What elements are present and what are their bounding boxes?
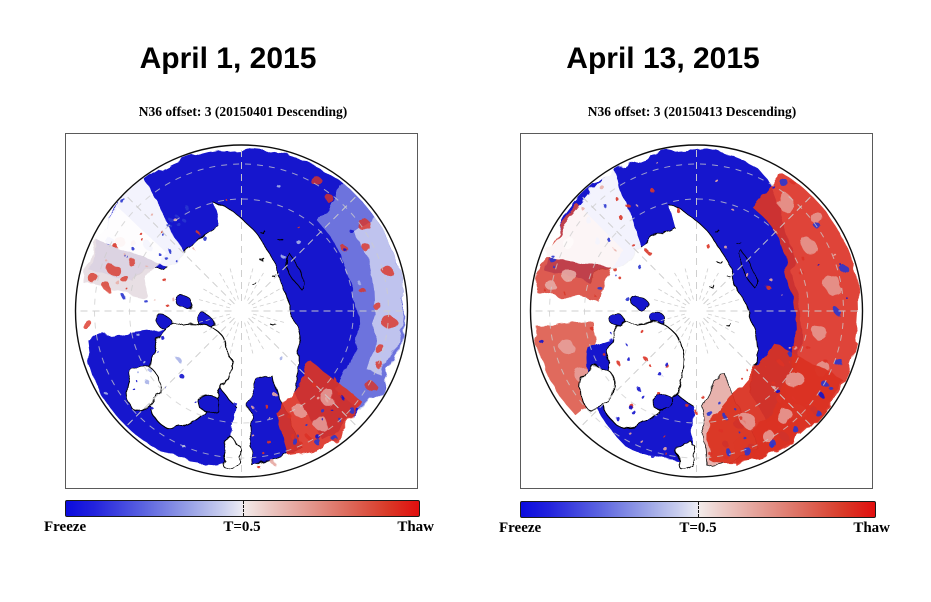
map-boundary-circle	[74, 144, 409, 478]
panel-title-april-13: April 13, 2015	[566, 42, 760, 75]
map-frame-april-13	[520, 133, 873, 489]
colorbar-midpoint-tick	[242, 501, 244, 516]
arctic-freeze-thaw-map-april-1	[74, 144, 409, 478]
colorbar-label-thaw: Thaw	[397, 519, 434, 535]
colorbar-label-threshold: T=0.5	[679, 520, 717, 536]
freeze-thaw-colorbar-april-13	[520, 501, 876, 518]
colorbar-label-freeze: Freeze	[44, 519, 87, 535]
graticule-layer	[77, 147, 406, 475]
graticule-layer	[532, 147, 861, 475]
colorbar-label-thaw: Thaw	[853, 520, 890, 536]
colorbar-midpoint-tick	[698, 502, 699, 517]
map-caption-april-1: N36 offset: 3 (20150401 Descending)	[138, 104, 348, 119]
freeze-thaw-data-layer	[82, 148, 405, 470]
map-clip-area	[77, 147, 406, 475]
map-frame-april-1	[65, 133, 418, 489]
colorbar-label-threshold: T=0.5	[223, 519, 261, 535]
map-clip-area	[532, 147, 861, 475]
colorbar-label-freeze: Freeze	[499, 520, 542, 536]
arctic-freeze-thaw-map-april-13	[529, 144, 864, 478]
freeze-thaw-colorbar-april-1	[65, 500, 420, 517]
map-caption-april-13: N36 offset: 3 (20150413 Descending)	[587, 104, 797, 119]
freeze-thaw-data-layer	[535, 148, 860, 470]
map-boundary-circle	[529, 144, 864, 478]
panel-title-april-1: April 1, 2015	[139, 42, 317, 75]
